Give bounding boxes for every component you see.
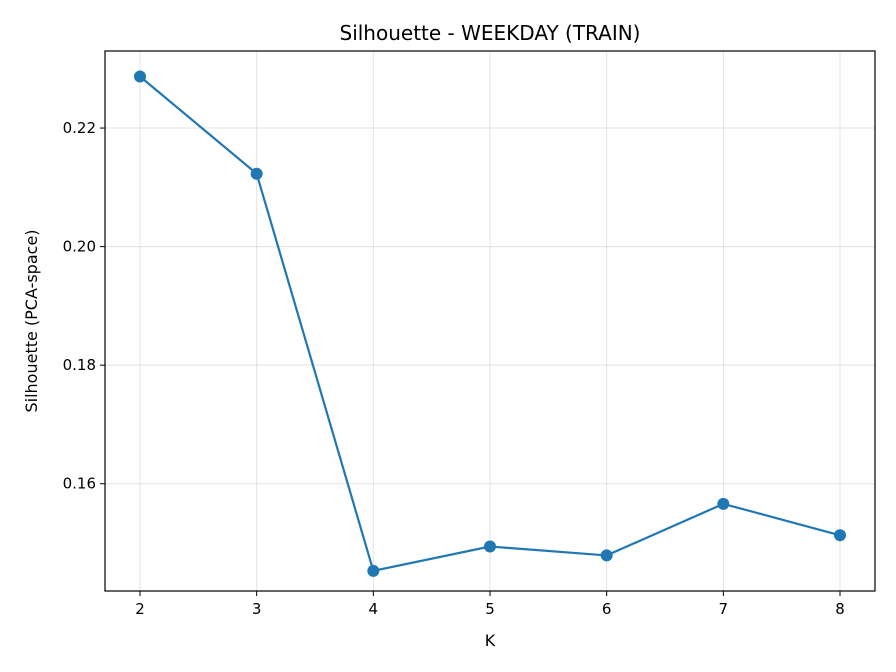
x-axis-label: K xyxy=(485,631,496,650)
data-point xyxy=(367,564,380,577)
chart-title: Silhouette - WEEKDAY (TRAIN) xyxy=(340,21,641,45)
y-axis-ticks: 0.16 0.18 0.20 0.22 xyxy=(63,119,105,493)
x-axis-ticks: 2 3 4 5 6 7 8 xyxy=(135,591,845,618)
x-tick-label: 6 xyxy=(602,600,612,618)
grid xyxy=(105,51,875,591)
data-point xyxy=(717,497,730,510)
data-point xyxy=(134,70,146,83)
x-tick-label: 8 xyxy=(835,600,845,618)
x-tick-label: 5 xyxy=(485,600,495,618)
y-tick-label: 0.16 xyxy=(63,475,96,493)
series xyxy=(134,70,846,577)
data-point xyxy=(600,549,613,562)
x-tick-label: 3 xyxy=(252,600,262,618)
y-tick-label: 0.18 xyxy=(63,356,96,374)
data-point xyxy=(250,167,263,180)
data-point xyxy=(484,540,496,553)
y-axis-label: Silhouette (PCA-space) xyxy=(22,229,41,412)
x-tick-label: 4 xyxy=(369,600,379,618)
y-tick-label: 0.22 xyxy=(63,119,96,137)
x-tick-label: 7 xyxy=(719,600,729,618)
x-tick-label: 2 xyxy=(135,600,145,618)
y-tick-label: 0.20 xyxy=(63,238,96,256)
data-point xyxy=(834,529,846,542)
